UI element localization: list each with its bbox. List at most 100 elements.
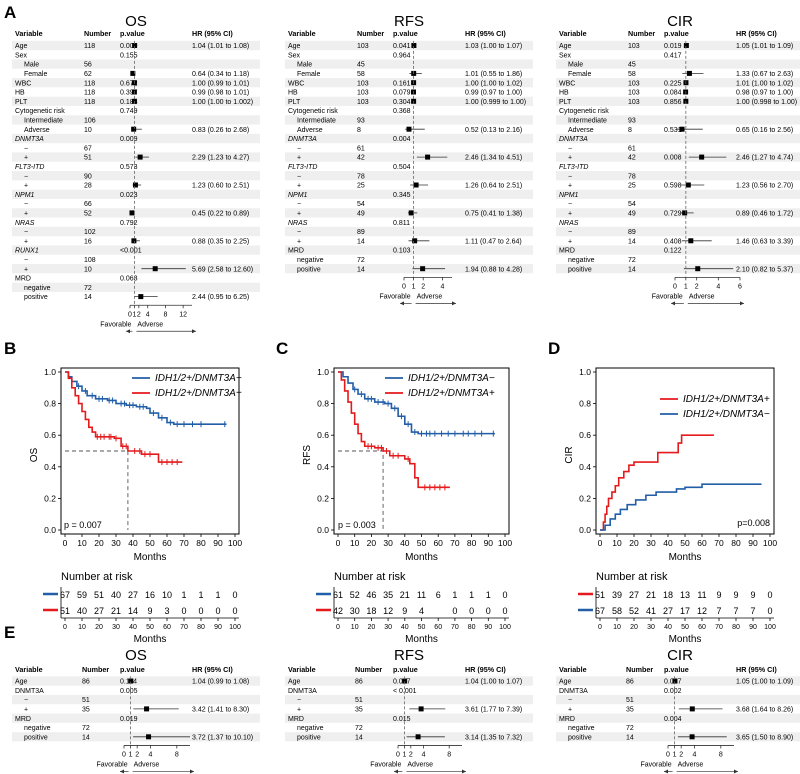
forest-row-label: negative: [568, 725, 595, 732]
km-series-line-blue: [338, 371, 495, 435]
risk-x-tick-label: 30: [647, 624, 655, 631]
forest-row-band: [12, 245, 260, 255]
forest-axis-tick-label: 4: [422, 751, 426, 758]
forest-row-band: [285, 676, 533, 686]
forest-row-band: [285, 713, 533, 723]
km-y-tick-label: 1.0: [579, 367, 591, 377]
risk-x-tick-label: 100: [499, 624, 511, 631]
forest-row-label: +: [568, 155, 572, 162]
risk-x-tick-label: 100: [764, 624, 776, 631]
forest-estimate-square: [131, 126, 137, 132]
forest-row-pvalue: 0.304: [393, 99, 411, 106]
forest-row-label: FLT3-ITD: [559, 164, 588, 171]
forest-row-number: 72: [355, 725, 363, 732]
forest-header-variable: Variable: [559, 665, 587, 674]
forest-favorable-arrowhead: [671, 301, 675, 306]
forest-row-hr: 0.99 (0.97 to 1.00): [465, 90, 522, 97]
risk-x-tick-label: 10: [613, 624, 621, 631]
forest-estimate-square: [412, 238, 418, 244]
forest-row-label: WBC: [288, 80, 304, 87]
forest-row-hr: 1.05 (1.00 to 1.09): [736, 679, 793, 686]
forest-adverse-arrowhead: [740, 301, 744, 306]
risk-value: 0: [502, 606, 507, 616]
forest-favorable-label: Favorable: [370, 761, 401, 768]
forest-axis-tick-label: 0: [402, 283, 406, 290]
risk-x-tick-label: 20: [630, 624, 638, 631]
km-series-line-red: [65, 371, 183, 463]
km-y-axis-label: CIR: [564, 446, 575, 463]
forest-row-band: [285, 78, 533, 88]
forest-row-number: 14: [84, 294, 92, 301]
forest-estimate-square: [406, 126, 412, 132]
km-y-tick-label: 0.4: [44, 462, 56, 472]
forest-row-pvalue: 0.008: [664, 155, 682, 162]
km-x-tick-label: 100: [763, 538, 777, 548]
km-y-tick-label: 0.0: [317, 525, 329, 535]
km-y-tick-label: 0.6: [579, 430, 591, 440]
forest-row-hr: 1.03 (1.00 to 1.07): [465, 43, 522, 50]
forest-row-label: +: [297, 183, 301, 190]
km-x-tick-label: 80: [731, 538, 741, 548]
forest-estimate-square: [408, 210, 414, 216]
forest-row-pvalue: 0.041: [393, 43, 411, 50]
km-y-tick-label: 0.4: [579, 462, 591, 472]
forest-row-hr: 1.04 (1.00 to 1.07): [465, 679, 522, 686]
forest-row-pvalue: 0.417: [664, 52, 682, 59]
forest-row-label: +: [24, 211, 28, 218]
forest-row-pvalue: 0.729: [664, 211, 682, 218]
forest-row-number: 51: [84, 155, 92, 162]
risk-value: 27: [94, 606, 104, 616]
risk-value: 12: [383, 606, 393, 616]
forest-row-label: DNMT3A: [288, 136, 317, 143]
forest-row-label: Cytogenetic risk: [559, 108, 609, 115]
forest-estimate-square: [686, 70, 692, 76]
risk-x-tick-label: 40: [664, 624, 672, 631]
forest-row-band: [556, 226, 800, 237]
forest-row-label: DNMT3A: [15, 688, 44, 695]
forest-row-pvalue: 0.161: [393, 80, 411, 87]
risk-x-tick-label: 90: [484, 624, 492, 631]
risk-value: 52: [350, 590, 360, 600]
risk-x-tick-label: 80: [732, 624, 740, 631]
km-x-tick-label: 70: [450, 538, 460, 548]
forest-row-number: 10: [84, 266, 92, 273]
forest-axis-tick-label: 1: [673, 751, 677, 758]
risk-x-tick-label: 50: [418, 624, 426, 631]
km-pvalue: p = 0.003: [338, 520, 376, 530]
km-x-tick-label: 80: [196, 538, 206, 548]
forest-row-number: 14: [82, 734, 90, 741]
forest-adverse-label: Adverse: [689, 293, 715, 300]
forest-estimate-square: [152, 266, 158, 272]
forest-row-label: +: [24, 155, 28, 162]
risk-value: 51: [94, 590, 104, 600]
forest-row-number: 103: [628, 99, 640, 106]
forest-row-pvalue: 0.672: [120, 80, 138, 87]
km-y-tick-label: 0.2: [317, 493, 329, 503]
forest-row-label: +: [24, 707, 28, 714]
forest-adverse-arrowhead: [452, 301, 456, 306]
forest-adverse-arrowhead: [192, 329, 196, 334]
risk-value: 1: [181, 590, 186, 600]
risk-x-axis-label: Months: [669, 634, 702, 645]
forest-row-label: −: [297, 229, 301, 236]
forest-row-label: +: [568, 238, 572, 245]
km-legend-label: IDH1/2+/DNMT3A−: [155, 373, 242, 384]
forest-row-label: −: [568, 201, 572, 208]
risk-x-tick-label: 60: [163, 624, 171, 631]
forest-row-label: HB: [288, 90, 298, 97]
forest-adverse-arrowhead: [734, 769, 738, 774]
forest-header-pvalue: p.value: [120, 665, 145, 674]
risk-value: 18: [663, 590, 673, 600]
forest-header-hr: HR (95% CI): [736, 29, 777, 38]
forest-estimate-square: [683, 43, 689, 48]
forest-row-hr: 1.23 (0.60 to 2.51): [192, 183, 249, 190]
forest-row-band: [12, 59, 260, 69]
forest-row-band: [285, 694, 533, 705]
forest-row-label: MRD: [15, 276, 31, 283]
forest-row-pvalue: 0.368: [393, 108, 411, 115]
forest-estimate-square: [131, 238, 137, 244]
forest-row-band: [556, 264, 800, 274]
forest-row-hr: 1.05 (1.01 to 1.09): [736, 43, 793, 50]
